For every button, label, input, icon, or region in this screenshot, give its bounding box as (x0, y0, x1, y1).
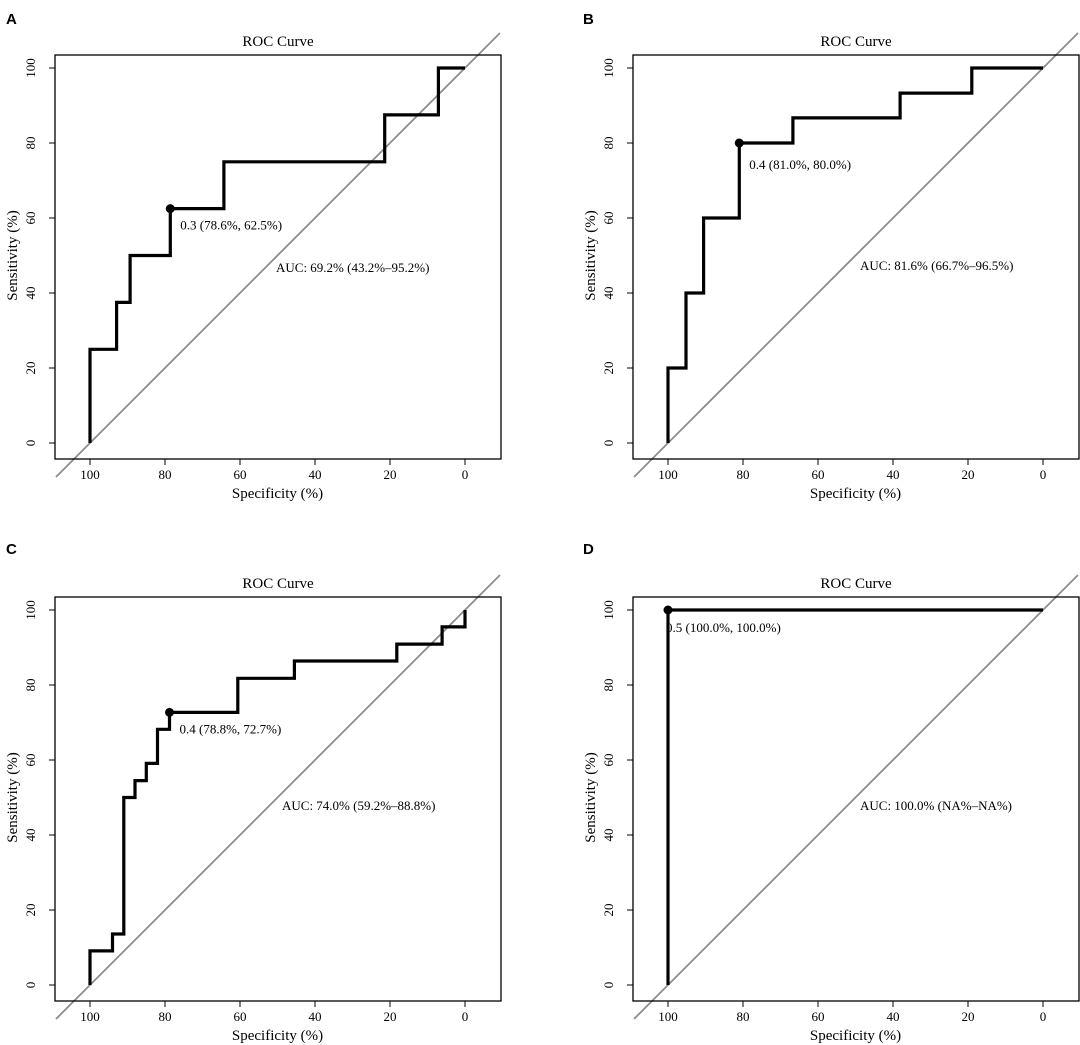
reference-diagonal-line (633, 574, 1079, 1020)
threshold-point (663, 605, 673, 615)
roc-panel-d: D ROC Curve 100 80 60 40 20 0 Specificity (%) 0 20… (583, 541, 1080, 1044)
x-tick-label: 40 (309, 1009, 322, 1024)
chart-title: ROC Curve (242, 576, 314, 592)
y-tick-label: 40 (601, 287, 616, 300)
panel-label: A (6, 11, 17, 28)
panel-label: B (583, 11, 594, 28)
panel-label: C (6, 541, 17, 558)
x-tick-label: 20 (384, 1009, 397, 1024)
y-tick-label: 20 (601, 904, 616, 917)
x-axis-label: Specificity (%) (232, 1028, 323, 1044)
x-axis-label: Specificity (%) (232, 486, 323, 502)
x-tick-label: 40 (887, 1009, 900, 1024)
y-axis-label: Sensitivity (%) (583, 752, 599, 842)
reference-diagonal-line (55, 32, 501, 478)
threshold-label: 0.4 (81.0%, 80.0%) (749, 157, 851, 172)
x-tick-label: 100 (80, 467, 100, 482)
y-tick-label: 60 (23, 212, 38, 225)
y-tick-label: 0 (601, 982, 616, 989)
y-tick-label: 80 (23, 137, 38, 150)
y-tick-label: 40 (601, 829, 616, 842)
x-tick-label: 60 (234, 1009, 247, 1024)
panel-label: D (583, 541, 594, 558)
auc-label: AUC: 74.0% (59.2%–88.8%) (282, 798, 435, 813)
y-tick-label: 0 (23, 440, 38, 447)
auc-label: AUC: 81.6% (66.7%–96.5%) (860, 258, 1013, 273)
y-tick-label: 60 (601, 754, 616, 767)
y-tick-label: 20 (23, 362, 38, 375)
y-axis-label: Sensitivity (%) (5, 210, 21, 300)
plot-frame (632, 596, 1080, 1002)
auc-label: AUC: 100.0% (NA%–NA%) (860, 798, 1012, 813)
reference-diagonal-line (633, 32, 1079, 478)
x-tick-label: 0 (462, 467, 469, 482)
y-tick-label: 60 (601, 212, 616, 225)
x-tick-label: 80 (737, 1009, 750, 1024)
x-tick-label: 80 (159, 467, 172, 482)
y-tick-label: 40 (23, 829, 38, 842)
x-tick-label: 100 (80, 1009, 100, 1024)
roc-panel-b: B ROC Curve 100 80 60 40 20 0 Specificity (%) 0 20… (583, 11, 1080, 502)
y-tick-label: 100 (601, 58, 616, 78)
x-tick-label: 20 (962, 1009, 975, 1024)
x-tick-label: 100 (658, 1009, 678, 1024)
y-axis-label: Sensitivity (%) (583, 210, 599, 300)
x-tick-label: 40 (309, 467, 322, 482)
reference-diagonal-line (55, 574, 501, 1020)
threshold-label: 0.5 (100.0%, 100.0%) (666, 620, 781, 635)
y-tick-label: 20 (23, 904, 38, 917)
y-tick-label: 40 (23, 287, 38, 300)
x-axis-label: Specificity (%) (810, 486, 901, 502)
roc-panel-c: C ROC Curve 100 80 60 40 20 0 Specificity (%) 0 20… (5, 541, 502, 1044)
y-tick-label: 80 (601, 137, 616, 150)
y-tick-label: 100 (23, 600, 38, 620)
threshold-point (734, 138, 744, 148)
auc-label: AUC: 69.2% (43.2%–95.2%) (276, 260, 429, 275)
y-tick-label: 60 (23, 754, 38, 767)
threshold-point (165, 204, 175, 214)
x-tick-label: 0 (1040, 467, 1047, 482)
chart-title: ROC Curve (242, 34, 314, 50)
y-tick-label: 100 (601, 600, 616, 620)
x-tick-label: 20 (962, 467, 975, 482)
y-tick-label: 80 (23, 679, 38, 692)
plot-frame (632, 54, 1080, 460)
y-axis-label: Sensitivity (%) (5, 752, 21, 842)
x-tick-label: 40 (887, 467, 900, 482)
y-tick-label: 100 (23, 58, 38, 78)
x-tick-label: 60 (812, 467, 825, 482)
x-tick-label: 0 (462, 1009, 469, 1024)
x-tick-label: 80 (159, 1009, 172, 1024)
roc-curve-line (88, 610, 467, 985)
chart-title: ROC Curve (820, 576, 892, 592)
x-tick-label: 60 (812, 1009, 825, 1024)
x-tick-label: 100 (658, 467, 678, 482)
y-tick-label: 20 (601, 362, 616, 375)
roc-panel-a: A ROC Curve 100 80 60 40 20 0 Specificity (%) 0 20… (5, 11, 502, 502)
x-tick-label: 60 (234, 467, 247, 482)
y-tick-label: 80 (601, 679, 616, 692)
threshold-label: 0.4 (78.8%, 72.7%) (180, 721, 282, 736)
y-tick-label: 0 (23, 982, 38, 989)
x-tick-label: 80 (737, 467, 750, 482)
x-tick-label: 20 (384, 467, 397, 482)
x-axis-label: Specificity (%) (810, 1028, 901, 1044)
x-tick-label: 0 (1040, 1009, 1047, 1024)
y-tick-label: 0 (601, 440, 616, 447)
threshold-point (165, 707, 174, 717)
threshold-label: 0.3 (78.6%, 62.5%) (180, 218, 282, 233)
chart-title: ROC Curve (820, 34, 892, 50)
